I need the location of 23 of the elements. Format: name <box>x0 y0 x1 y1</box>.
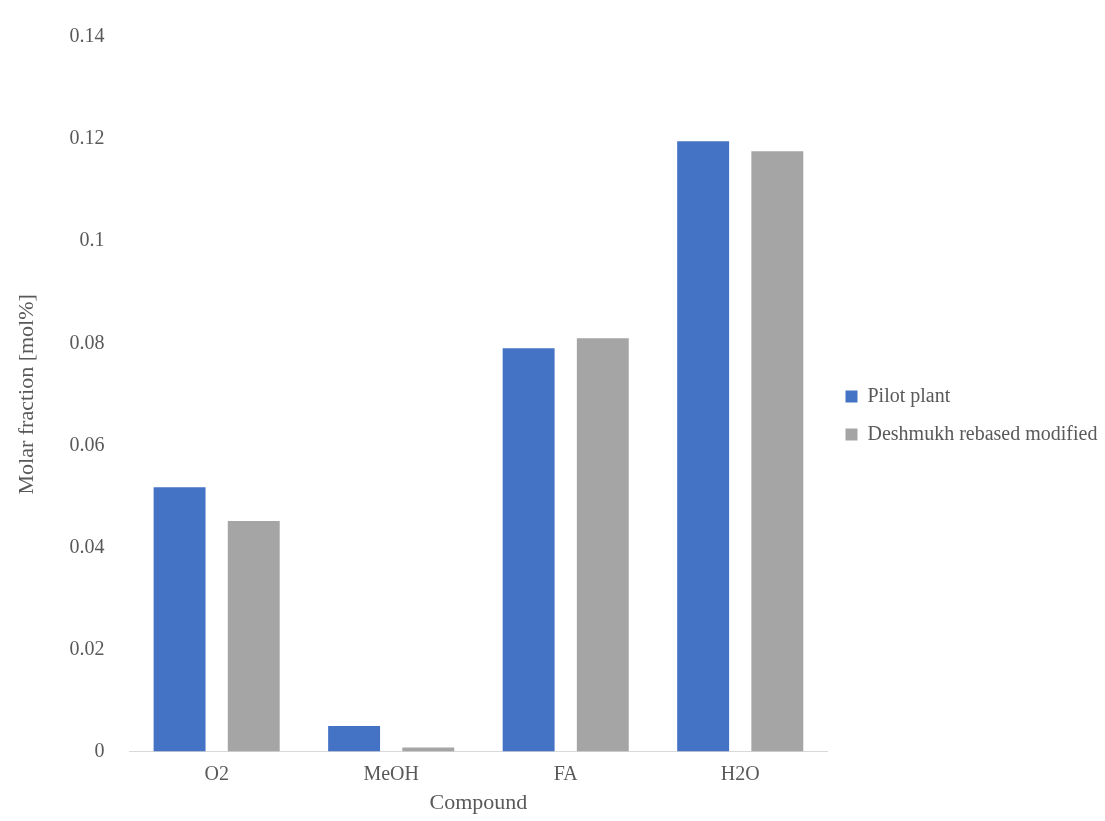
y-tick-label: 0 <box>94 738 105 761</box>
legend-label: Pilot plant <box>867 383 951 407</box>
x-tick-label: FA <box>553 761 579 784</box>
y-tick-label: 0.08 <box>69 330 105 353</box>
y-tick-label: 0.06 <box>69 432 105 455</box>
y-tick-label: 0.12 <box>69 126 105 149</box>
y-axis-title: Molar fraction [mol%] <box>12 294 38 495</box>
bar <box>328 726 381 752</box>
bar <box>502 348 555 752</box>
bar <box>227 520 280 752</box>
x-tick-label: MeOH <box>363 761 419 784</box>
y-tick-label: 0.1 <box>79 228 105 251</box>
bar <box>677 141 730 752</box>
y-tick-label: 0.02 <box>69 636 105 659</box>
x-tick-label: O2 <box>204 761 229 784</box>
bar <box>153 487 206 752</box>
y-tick-label: 0.04 <box>69 534 105 557</box>
x-axis-title: Compound <box>429 788 528 814</box>
bar <box>576 338 629 752</box>
legend-label: Deshmukh rebased modified <box>867 421 1098 444</box>
bar <box>751 151 804 752</box>
y-tick-label: 0.14 <box>69 24 105 47</box>
x-tick-label: H2O <box>720 761 760 784</box>
